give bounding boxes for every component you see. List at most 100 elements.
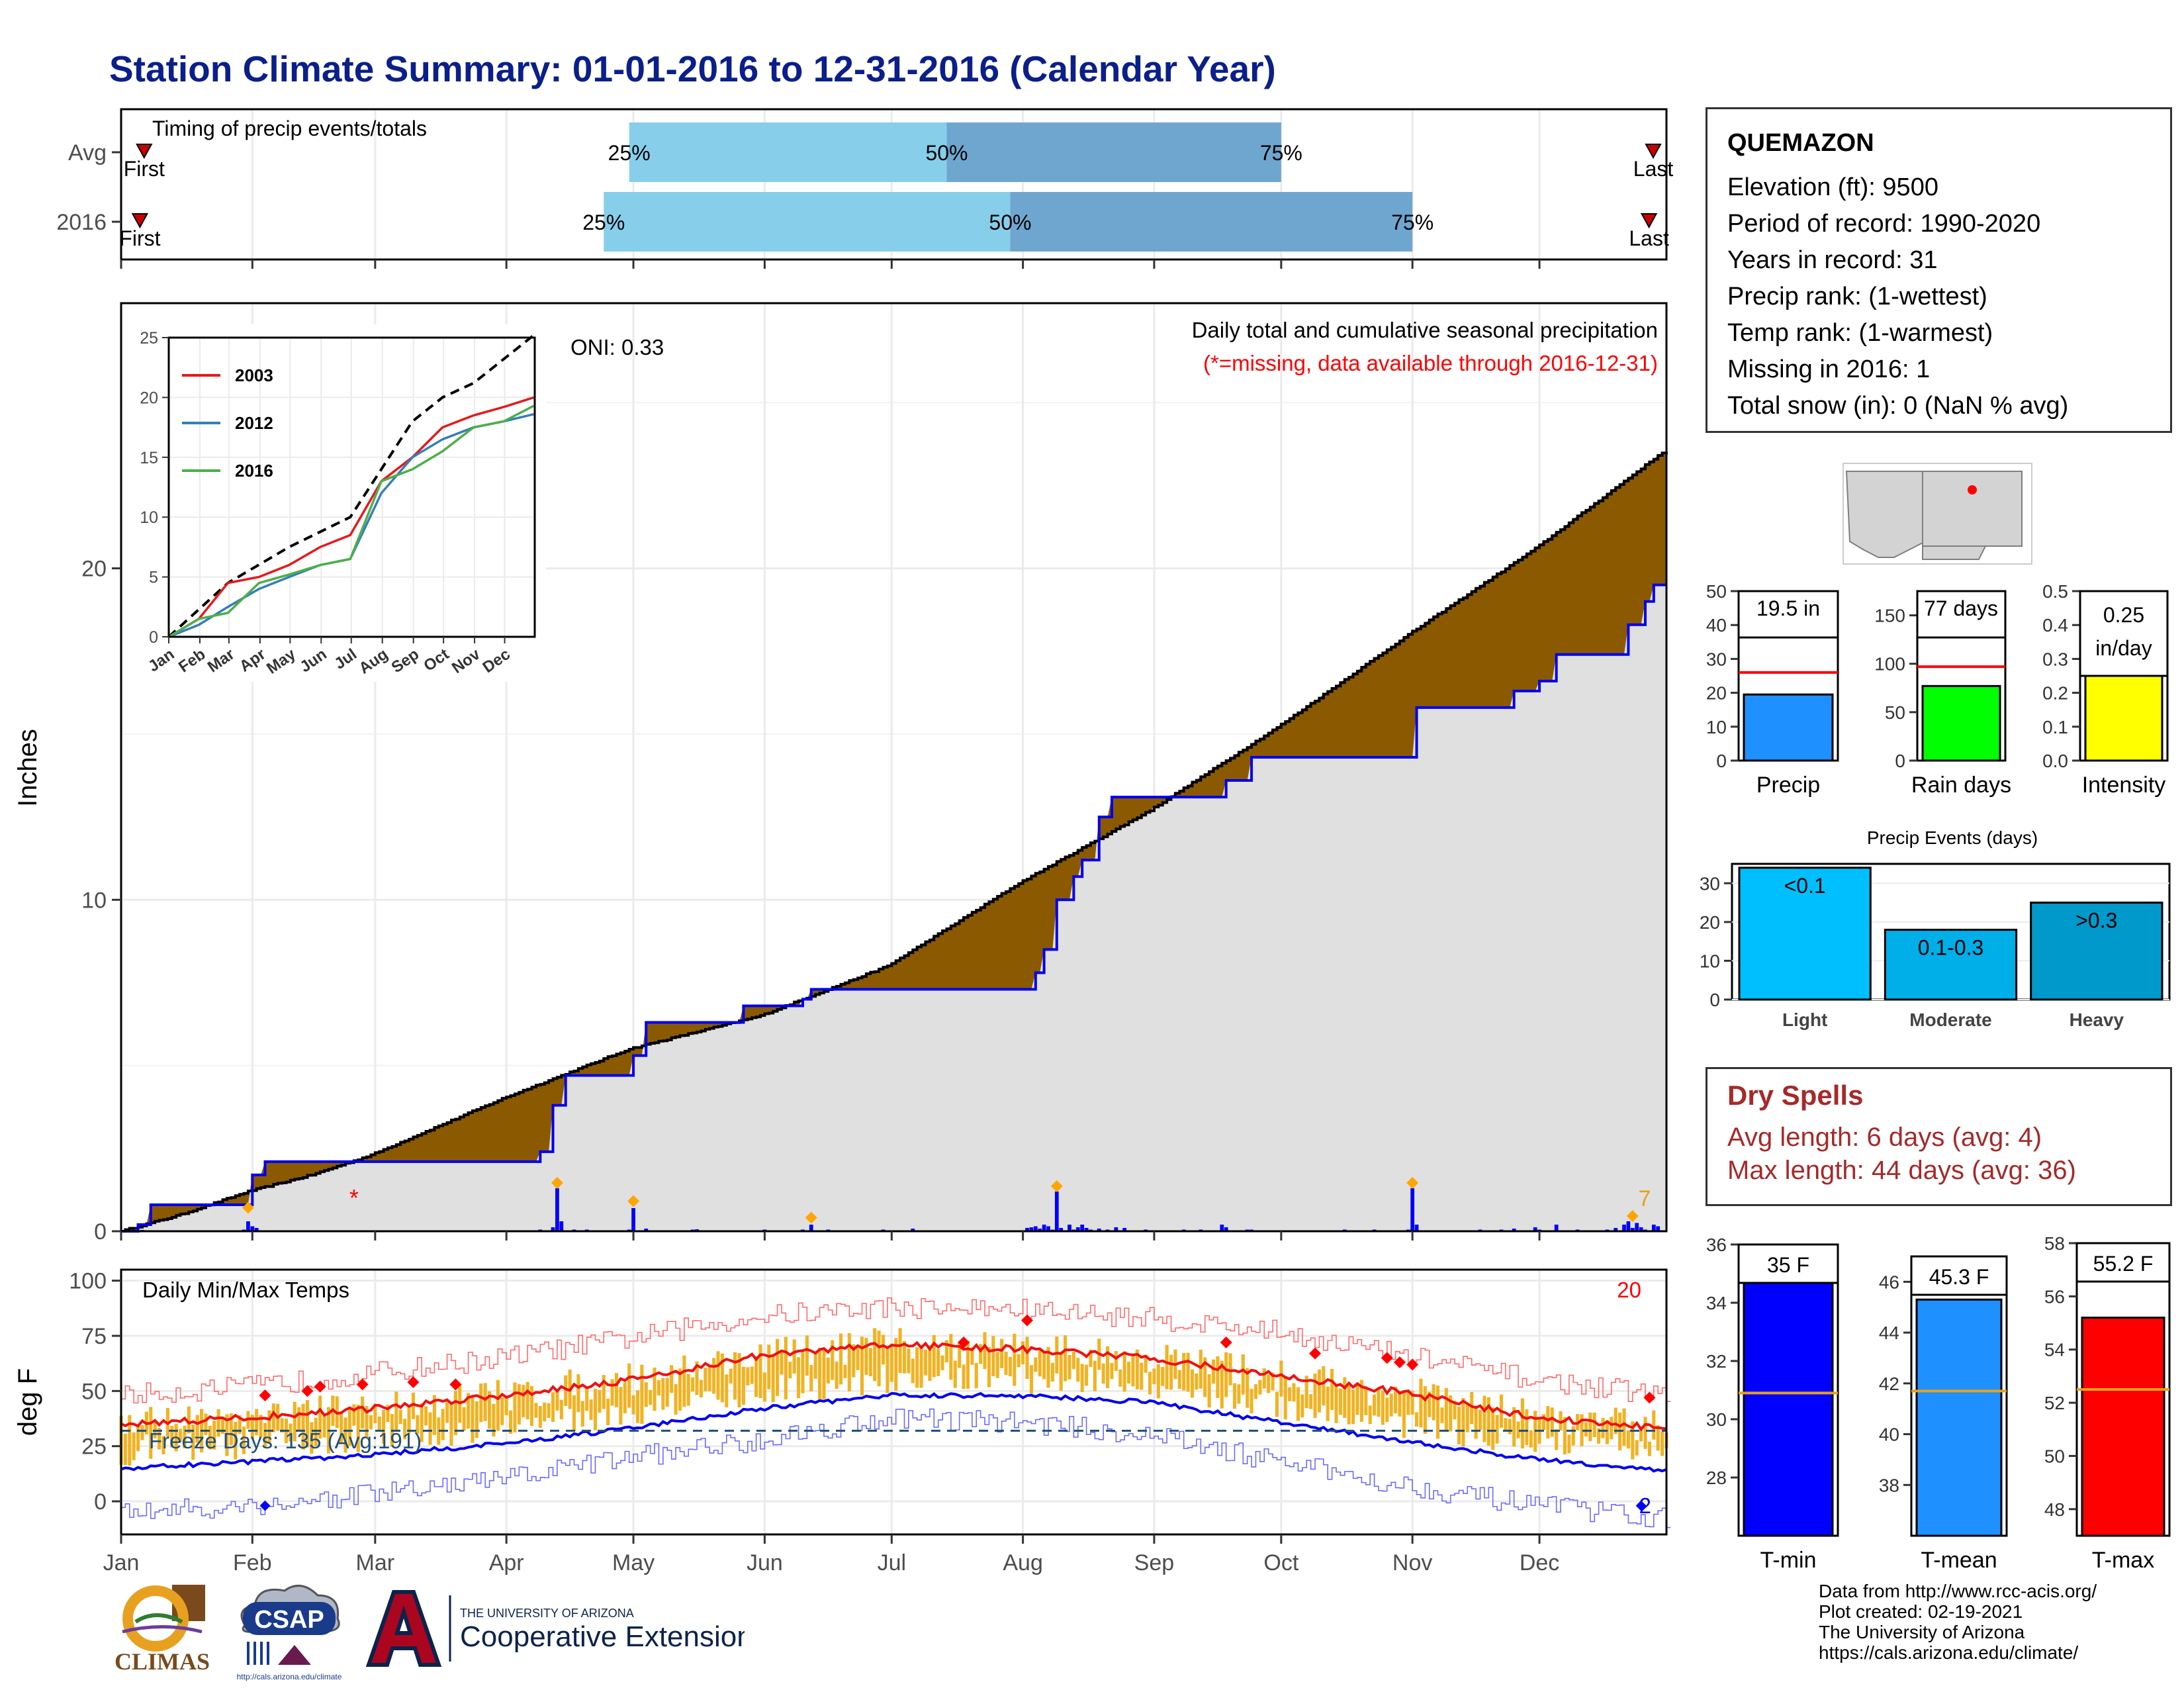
daily-temp-bar — [974, 1362, 978, 1389]
daily-temp-bar — [860, 1336, 864, 1396]
daily-temp-bar — [238, 1415, 242, 1434]
tmean-summary-bar — [1915, 1298, 2003, 1537]
daily-temp-bar — [614, 1373, 619, 1407]
daily-temp-bar — [1631, 1421, 1635, 1460]
daily-temp-bar — [1326, 1386, 1330, 1421]
station-temp-rank: Temp rank: (1-warmest) — [1727, 319, 1993, 347]
intensity-summary-label: Intensity — [2082, 773, 2166, 798]
daily-temp-bar — [580, 1401, 584, 1427]
daily-precip-bar — [1042, 1224, 1046, 1231]
y-tick-label: 20 — [81, 557, 107, 582]
daily-temp-bar — [928, 1345, 932, 1382]
precip-ylabel: Inches — [13, 729, 42, 807]
daily-temp-bar — [174, 1423, 178, 1452]
daily-temp-bar — [881, 1335, 886, 1365]
ua-line1: THE UNIVERSITY OF ARIZONA — [460, 1607, 634, 1620]
precip-event-category: Light — [1782, 1009, 1827, 1030]
daily-temp-bar — [449, 1404, 453, 1446]
temp-panel-title: Daily Min/Max Temps — [142, 1278, 349, 1302]
daily-temp-bar — [1470, 1391, 1474, 1425]
precip-event-bar-label: 0.1-0.3 — [1918, 936, 1984, 960]
inset-y-tick-label: 5 — [149, 569, 158, 587]
y-tick-label: 0 — [94, 1489, 107, 1515]
tmax-summary-label: T-max — [2092, 1548, 2154, 1573]
precip-event-category: Heavy — [2070, 1009, 2124, 1030]
daily-temp-bar — [1377, 1387, 1381, 1417]
daily-temp-bar — [534, 1403, 538, 1418]
daily-temp-bar — [1165, 1344, 1169, 1389]
daily-temp-bar — [1402, 1389, 1406, 1438]
record-high-marker — [1393, 1356, 1406, 1368]
daily-precip-bar — [1075, 1227, 1080, 1231]
station-period: Period of record: 1990-2020 — [1727, 210, 2041, 238]
daily-precip-bar — [1656, 1226, 1661, 1231]
daily-temp-bar — [1262, 1368, 1266, 1389]
daily-temp-bar — [1423, 1385, 1427, 1434]
daily-temp-bar — [649, 1389, 653, 1405]
daily-temp-bar — [805, 1335, 809, 1376]
daily-temp-bar — [352, 1404, 356, 1426]
y-tick-label: 30 — [1706, 1409, 1727, 1430]
daily-temp-bar — [1394, 1386, 1398, 1414]
daily-temp-bar — [758, 1344, 762, 1399]
daily-temp-bar — [1597, 1428, 1601, 1444]
max-event-marker — [627, 1195, 640, 1207]
daily-temp-bar — [1410, 1390, 1414, 1415]
hot-days-count: 20 — [1617, 1278, 1641, 1302]
record-high-marker — [356, 1378, 369, 1391]
station-snow: Total snow (in): 0 (NaN % avg) — [1727, 392, 2069, 420]
y-tick-label: 48 — [2044, 1499, 2065, 1520]
daily-temp-bar — [1368, 1405, 1372, 1425]
daily-precip-bar — [1635, 1223, 1639, 1231]
daily-temp-bar — [1482, 1395, 1486, 1442]
daily-temp-bar — [361, 1396, 365, 1429]
daily-temp-bar — [1042, 1351, 1046, 1380]
daily-temp-bar — [229, 1413, 233, 1446]
daily-temp-bar — [640, 1364, 644, 1424]
daily-temp-bar — [543, 1402, 547, 1422]
timing-bar-q25-q50 — [604, 192, 1011, 252]
daily-temp-bar — [280, 1418, 284, 1432]
month-label: Jun — [747, 1550, 783, 1575]
record-low-line — [121, 1408, 1671, 1528]
station-precip-rank: Precip rank: (1-wettest) — [1727, 283, 1987, 310]
max-event-marker — [551, 1176, 563, 1189]
daily-temp-bar — [762, 1372, 766, 1402]
daily-temp-bar — [1106, 1346, 1110, 1388]
daily-temp-bar — [1453, 1400, 1457, 1420]
daily-temp-bar — [1089, 1349, 1093, 1367]
y-tick-label: 58 — [2044, 1233, 2065, 1254]
daily-temp-bar — [750, 1366, 754, 1384]
credit-line: https://cals.arizona.edu/climate/ — [1819, 1642, 2079, 1663]
daily-temp-bar — [225, 1414, 229, 1456]
daily-temp-bar — [386, 1405, 390, 1423]
timing-panel-border — [120, 108, 1668, 261]
y-tick-label: 44 — [1879, 1323, 1899, 1343]
daily-temp-bar — [475, 1401, 478, 1438]
daily-precip-bar — [1029, 1227, 1034, 1231]
y-tick-label: 52 — [2044, 1393, 2065, 1413]
daily-temp-bar — [822, 1348, 826, 1399]
daily-temp-bar — [1195, 1373, 1199, 1390]
daily-temp-bar — [479, 1383, 483, 1423]
timing-panel-title: Timing of precip events/totals — [152, 117, 427, 140]
daily-temp-bar — [1385, 1397, 1389, 1423]
daily-temp-bar — [149, 1407, 153, 1459]
daily-temp-bar — [1064, 1335, 1068, 1382]
timing-bar-q50-q75 — [1010, 192, 1413, 252]
daily-temp-bar — [801, 1352, 805, 1393]
daily-temp-bar — [729, 1368, 733, 1384]
csap-logo: CSAP http://cals.arizona.edu/climate — [228, 1579, 351, 1685]
record-high-marker — [1021, 1314, 1034, 1327]
daily-temp-bar — [627, 1363, 631, 1408]
daily-temp-bar — [737, 1353, 741, 1408]
daily-temp-bar — [1034, 1357, 1038, 1372]
daily-temp-bar — [1241, 1354, 1245, 1395]
daily-temp-bar — [170, 1425, 174, 1448]
daily-temp-bar — [923, 1349, 928, 1376]
daily-temp-bar — [776, 1338, 780, 1396]
daily-temp-bar — [504, 1396, 508, 1415]
daily-temp-bar — [1144, 1356, 1148, 1373]
daily-temp-bar — [1322, 1366, 1326, 1406]
